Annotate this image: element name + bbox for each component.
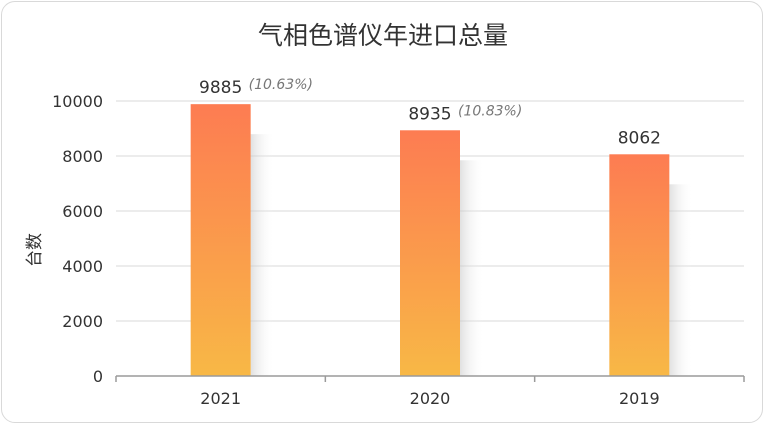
y-tick-label: 4000 — [62, 257, 103, 276]
growth-annotation: (10.83%) — [458, 103, 522, 119]
bar — [400, 130, 460, 376]
x-tick-label: 2021 — [200, 389, 241, 408]
x-tick-label: 2019 — [619, 389, 660, 408]
bar-shadow — [250, 134, 275, 376]
x-tick-label: 2020 — [410, 389, 451, 408]
chart-title: 气相色谱仪年进口总量 — [257, 21, 508, 50]
data-label: 8935 — [408, 104, 451, 124]
y-axis-label: 台数 — [25, 233, 45, 267]
y-tick-label: 0 — [93, 367, 103, 386]
data-label: 9885 — [199, 78, 242, 98]
bars — [190, 104, 670, 376]
y-tick-label: 6000 — [62, 202, 103, 221]
y-tick-label: 8000 — [62, 147, 103, 166]
bar-shadow — [669, 184, 694, 376]
data-label: 8062 — [618, 128, 661, 148]
growth-annotation: (10.63%) — [249, 77, 313, 93]
bar — [609, 154, 670, 376]
bar-shadow — [460, 160, 484, 376]
axes — [115, 375, 745, 382]
bar-shadows — [250, 134, 694, 376]
y-tick-label: 2000 — [62, 312, 103, 331]
y-tick-label: 10000 — [52, 92, 103, 111]
bar — [190, 104, 251, 376]
labels: 0 2000 4000 6000 8000 10000 2021 9885 (10.63%) 20… — [52, 77, 661, 408]
